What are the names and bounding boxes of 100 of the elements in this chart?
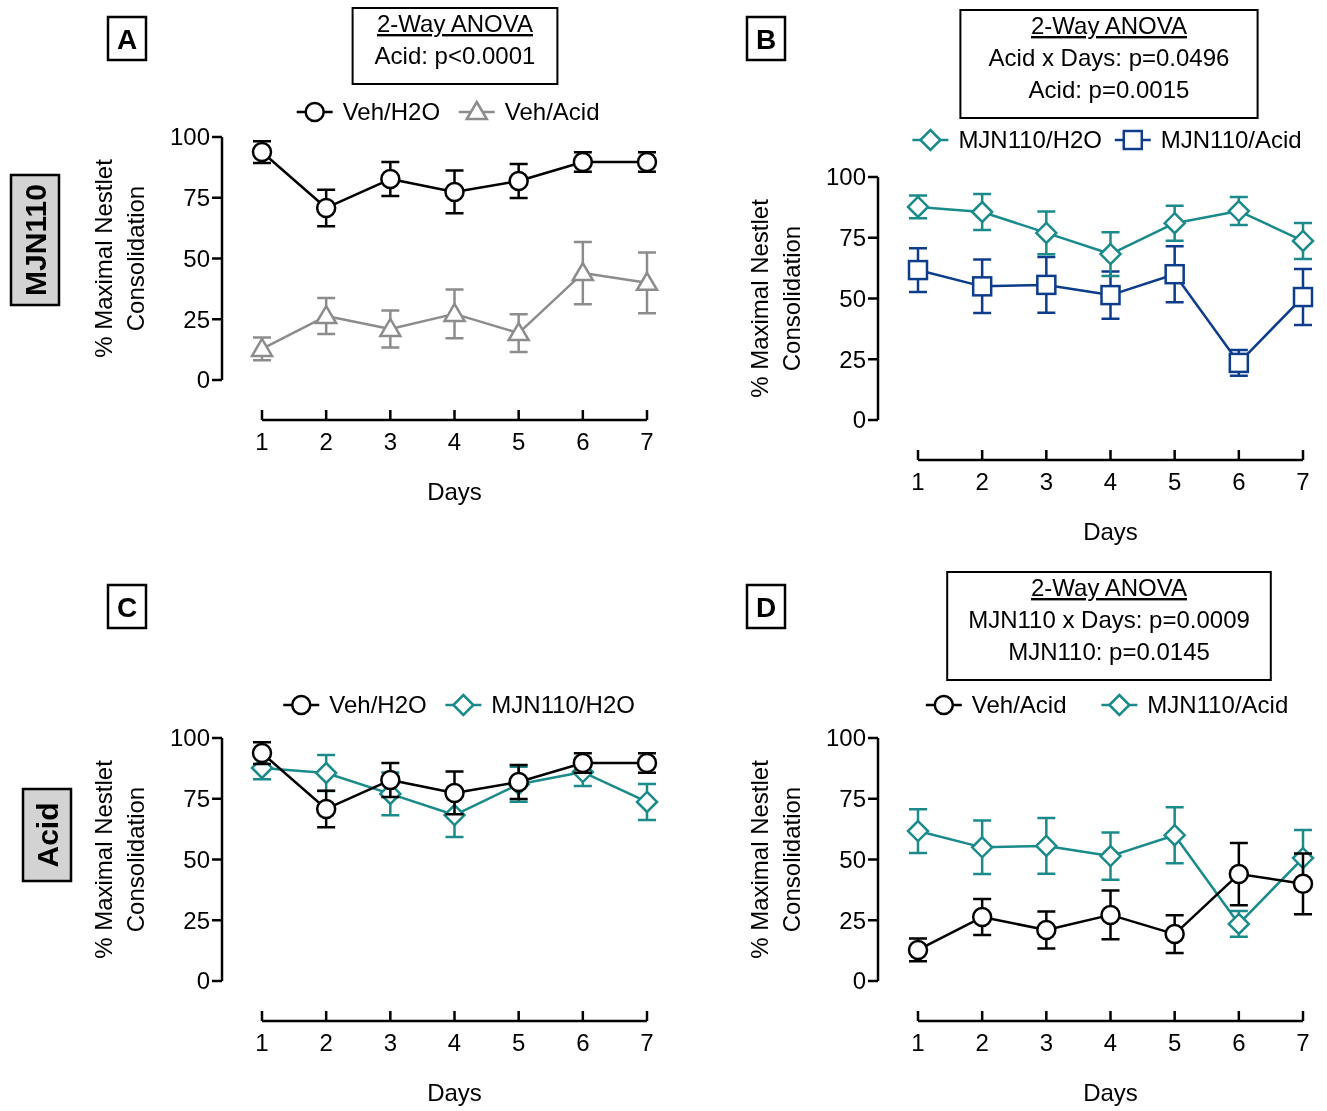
x-tick-label: 7 [640, 428, 654, 455]
point [571, 261, 595, 282]
y-tick-label: 50 [839, 284, 866, 312]
point [1036, 919, 1057, 941]
text: 2-Way ANOVA [376, 10, 534, 37]
x-tick-label: 4 [1103, 468, 1118, 495]
point [1036, 274, 1057, 296]
y-tick-label: 0 [852, 406, 866, 434]
x-tick-label: 3 [383, 1029, 398, 1056]
point [635, 790, 659, 814]
x-axis-title: Days [1083, 1079, 1138, 1106]
y-axis-title: % Maximal Nestlet Consolidation [90, 759, 149, 959]
legend-label: Veh/H2O [342, 98, 441, 126]
x-tick-label: 7 [1296, 468, 1310, 495]
chart-title: C [116, 591, 138, 623]
y-tick-label: 100 [825, 724, 866, 752]
y-tick-label: 50 [839, 845, 866, 873]
text: Acid x Days: p=0.0496 [988, 44, 1230, 71]
point [314, 761, 338, 785]
text: MJN110: p=0.0145 [1008, 638, 1210, 665]
legend-label: MJN110/H2O [491, 691, 635, 719]
point [1100, 904, 1121, 926]
y-tick-label: 100 [169, 724, 210, 752]
y-tick-label: 25 [183, 305, 210, 333]
x-tick-label: 5 [1167, 468, 1182, 495]
point [1099, 242, 1122, 266]
point [444, 782, 465, 804]
x-tick-label: 1 [911, 468, 925, 495]
point [970, 200, 994, 224]
point [1163, 211, 1186, 235]
y-tick-label: 50 [183, 244, 210, 272]
text: Acid [30, 802, 64, 868]
y-tick-label: 50 [183, 845, 210, 873]
x-tick-label: 5 [511, 428, 526, 455]
point [507, 321, 530, 342]
y-tick-label: 100 [169, 123, 210, 151]
y-tick-label: 75 [183, 785, 210, 813]
point [443, 302, 466, 323]
x-tick-label: 6 [1232, 468, 1246, 495]
point [379, 317, 402, 338]
x-tick-label: 6 [576, 428, 590, 455]
y-tick-label: 0 [196, 366, 210, 394]
point [315, 798, 337, 820]
legend-label: MJN110/H2O [958, 126, 1102, 154]
text: 2-Way ANOVA [1030, 12, 1188, 39]
point [315, 197, 337, 219]
x-tick-label: 7 [1296, 1029, 1310, 1056]
text: Acid: p<0.0001 [374, 42, 536, 69]
y-axis-title: % Maximal Nestlet Consolidation [746, 198, 805, 398]
x-tick-label: 3 [1039, 1029, 1054, 1056]
point [380, 168, 401, 190]
text: Acid: p=0.0015 [1028, 76, 1190, 103]
legend-label: MJN110/Acid [1160, 126, 1302, 154]
x-axis-title: Days [427, 1079, 482, 1106]
x-axis-title: Days [427, 478, 482, 505]
point [1035, 221, 1058, 245]
x-tick-label: 2 [975, 468, 989, 495]
point [907, 259, 929, 281]
point [1228, 863, 1250, 885]
y-tick-label: 25 [839, 906, 866, 934]
y-tick-label: 100 [825, 163, 866, 191]
point [314, 304, 338, 325]
point [1292, 873, 1314, 895]
point [906, 819, 930, 843]
x-tick-label: 5 [1167, 1029, 1182, 1056]
legend-label: Veh/Acid [504, 98, 600, 126]
point [1292, 286, 1314, 308]
x-tick-label: 2 [319, 428, 333, 455]
x-tick-label: 4 [447, 1029, 462, 1056]
x-tick-label: 3 [383, 428, 398, 455]
y-axis-title: % Maximal Nestlet Consolidation [90, 158, 149, 358]
text: MJN110 x Days: p=0.0009 [968, 606, 1250, 633]
x-tick-label: 4 [1103, 1029, 1118, 1056]
x-tick-label: 4 [447, 428, 462, 455]
x-tick-label: 2 [975, 1029, 989, 1056]
point [1035, 834, 1058, 858]
x-axis-title: Days [1083, 518, 1138, 545]
chart-title: D [755, 591, 777, 623]
point [635, 271, 659, 292]
point [1164, 923, 1185, 945]
point [1163, 823, 1186, 847]
point [971, 906, 993, 928]
chart-title: B [755, 23, 777, 55]
point [380, 769, 401, 791]
y-tick-label: 75 [839, 224, 866, 252]
point [971, 276, 993, 297]
point [444, 181, 465, 203]
point [970, 836, 994, 859]
x-tick-label: 3 [1039, 468, 1054, 495]
legend-label: Veh/H2O [329, 691, 427, 719]
y-tick-label: 25 [839, 345, 866, 373]
point [1164, 263, 1185, 285]
y-tick-label: 0 [196, 967, 210, 995]
x-tick-label: 1 [255, 428, 269, 455]
legend-label: Veh/Acid [971, 691, 1067, 719]
y-tick-label: 75 [839, 785, 866, 813]
point [508, 170, 529, 192]
x-tick-label: 5 [511, 1029, 526, 1056]
x-tick-label: 1 [911, 1029, 925, 1056]
point [1100, 284, 1121, 306]
